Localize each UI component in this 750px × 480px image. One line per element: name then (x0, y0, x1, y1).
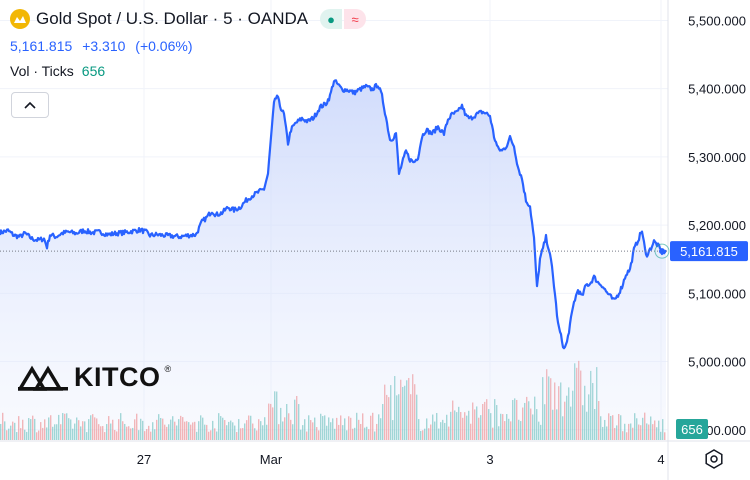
last-price-marker (654, 243, 670, 259)
price-summary: 5,161.815 +3.310 (+0.06%) (10, 38, 199, 54)
price-change: +3.310 (82, 38, 126, 54)
x-tick-label: 3 (486, 452, 493, 467)
y-tick-label: 5,300.000 (688, 150, 746, 165)
chevron-up-icon (24, 101, 36, 109)
y-tick-label: 5,400.000 (688, 82, 746, 97)
kitco-brand: KITCO (74, 362, 161, 392)
y-tick-label: 5,200.000 (688, 218, 746, 233)
last-price-dot (659, 248, 665, 255)
volume-tag-label: 656 (681, 422, 703, 437)
price-change-percent: (+0.06%) (135, 38, 193, 54)
price-line (0, 79, 667, 350)
market-status-pill[interactable]: ● ≈ (320, 9, 367, 29)
kitco-logo-icon (18, 365, 68, 391)
y-axis: 5,500.000 5,400.000 5,300.000 5,200.000 5,10… (688, 13, 746, 437)
kitco-watermark: KITCO ® (18, 362, 171, 393)
last-price-tag (670, 241, 748, 262)
y-tick-label: 5,500.000 (688, 13, 746, 28)
volume-label: Vol · Ticks (10, 63, 74, 79)
delayed-data-icon: ≈ (344, 9, 367, 29)
last-price-tag-label: 5,161.815 (680, 244, 738, 259)
x-tick-label: 4 (657, 452, 664, 467)
gear-icon[interactable] (704, 449, 724, 469)
y-tick-label: 5,000.000 (688, 355, 746, 370)
registered-mark: ® (164, 364, 172, 374)
x-axis: 27 Mar 3 4 (137, 452, 665, 467)
chart-title: Gold Spot / U.S. Dollar · 5 · OANDA (36, 9, 309, 28)
x-tick-label: Mar (260, 452, 283, 467)
collapse-legend-button[interactable] (11, 92, 49, 118)
current-price: 5,161.815 (10, 38, 73, 54)
chart-title-row[interactable]: Gold Spot / U.S. Dollar · 5 · OANDA ● ≈ (10, 9, 367, 29)
volume-value: 656 (81, 63, 106, 79)
y-tick-label: 5,100.000 (688, 286, 746, 301)
price-area-fill (0, 80, 666, 441)
volume-tag (676, 419, 708, 439)
volume-legend[interactable]: Vol · Ticks 656 (10, 63, 105, 79)
market-open-icon: ● (320, 9, 343, 29)
gold-coin-icon (10, 9, 30, 29)
x-tick-label: 27 (137, 452, 151, 467)
